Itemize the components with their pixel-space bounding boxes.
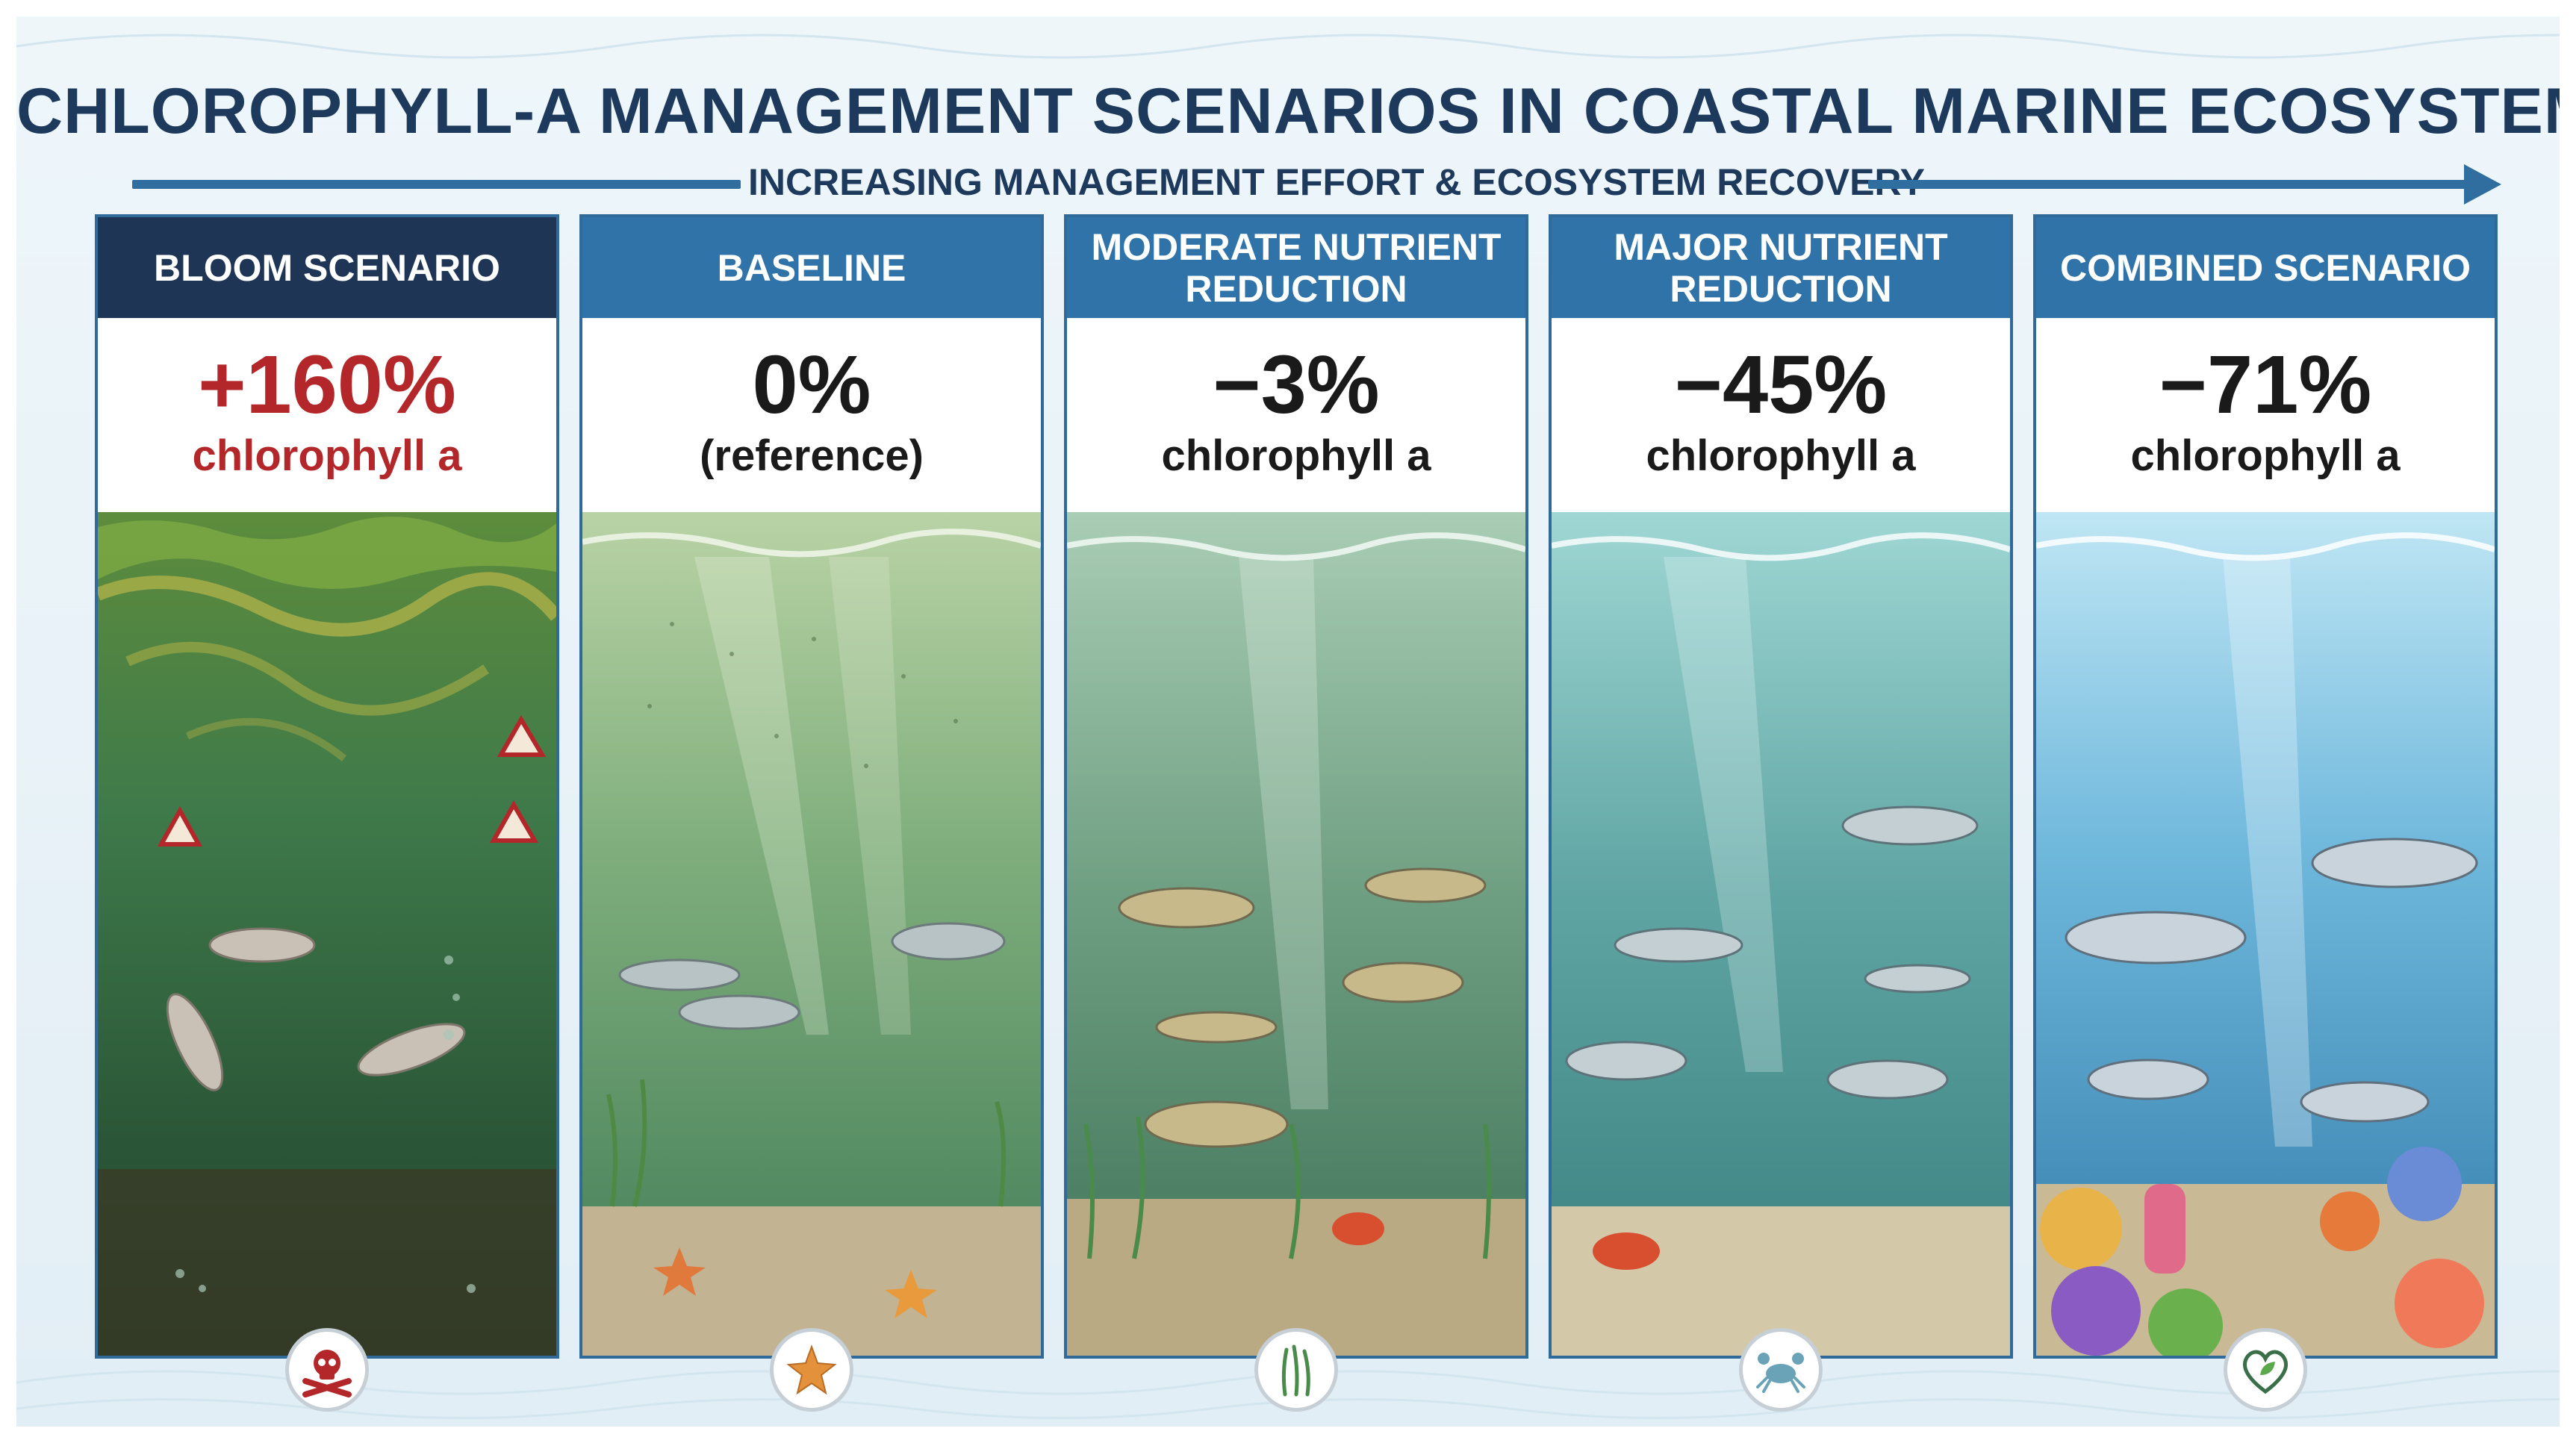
bloom-badge: [285, 1328, 369, 1412]
panel-metric: −45% chlorophyll a: [1552, 318, 2010, 512]
major-underwater-scene: [1552, 512, 2010, 1356]
effort-arrow-line-right: [1868, 180, 2473, 189]
baseline-underwater-scene: [582, 512, 1041, 1356]
metric-value: −45%: [1674, 339, 1888, 431]
starfish-decor-icon: [653, 1247, 937, 1318]
panel-metric: −3% chlorophyll a: [1067, 318, 1525, 512]
bloom-underwater-scene: [98, 512, 556, 1356]
metric-subtitle: chlorophyll a: [192, 431, 462, 480]
infographic-title: CHLOROPHYLL-A MANAGEMENT SCENARIOS IN CO…: [16, 75, 2560, 147]
panel-bloom-scenario: BLOOM SCENARIO +160% chlorophyll a: [95, 214, 559, 1359]
panel-header: COMBINED SCENARIO: [2036, 217, 2495, 318]
crab-icon: [1756, 1353, 1805, 1393]
infographic-canvas: CHLOROPHYLL-A MANAGEMENT SCENARIOS IN CO…: [16, 16, 2560, 1427]
skull-crossbones-icon: [302, 1350, 352, 1397]
combined-underwater-scene: [2036, 512, 2495, 1356]
metric-subtitle: (reference): [700, 431, 924, 480]
metric-value: +160%: [198, 339, 456, 431]
arrow-right-icon: [2464, 164, 2501, 205]
panel-header: BLOOM SCENARIO: [98, 217, 556, 318]
panel-header: BASELINE: [582, 217, 1041, 318]
panel-major-nutrient-reduction: MAJOR NUTRIENT REDUCTION −45% chlorophyl…: [1549, 214, 2013, 1359]
moderate-badge: [1254, 1328, 1338, 1412]
moderate-underwater-scene: [1067, 512, 1525, 1356]
metric-subtitle: chlorophyll a: [1646, 431, 1916, 480]
combined-badge: [2224, 1328, 2307, 1412]
panel-metric: +160% chlorophyll a: [98, 318, 556, 512]
panel-metric: −71% chlorophyll a: [2036, 318, 2495, 512]
panel-header: MAJOR NUTRIENT REDUCTION: [1552, 217, 2010, 318]
baseline-badge: [770, 1328, 853, 1412]
effort-arrow-label: INCREASING MANAGEMENT EFFORT & ECOSYSTEM…: [748, 161, 1926, 203]
effort-arrow: INCREASING MANAGEMENT EFFORT & ECOSYSTEM…: [16, 158, 2560, 206]
toxic-warning-sign-icon: [157, 715, 547, 847]
metric-value: −71%: [2159, 339, 2372, 431]
metric-subtitle: chlorophyll a: [1161, 431, 1431, 480]
metric-value: −3%: [1213, 339, 1380, 431]
panel-metric: 0% (reference): [582, 318, 1041, 512]
heart-leaf-icon: [2243, 1350, 2288, 1394]
metric-value: 0%: [752, 339, 871, 431]
panel-header: MODERATE NUTRIENT REDUCTION: [1067, 217, 1525, 318]
panel-baseline: BASELINE 0% (reference): [579, 214, 1044, 1359]
effort-arrow-line-left: [132, 180, 741, 189]
major-badge: [1739, 1328, 1823, 1412]
metric-subtitle: chlorophyll a: [2130, 431, 2401, 480]
panel-combined-scenario: COMBINED SCENARIO −71% chlorophyll a: [2033, 214, 2498, 1359]
panel-moderate-nutrient-reduction: MODERATE NUTRIENT REDUCTION −3% chloroph…: [1064, 214, 1528, 1359]
starfish-icon: [786, 1344, 837, 1395]
seagrass-icon: [1281, 1344, 1310, 1397]
